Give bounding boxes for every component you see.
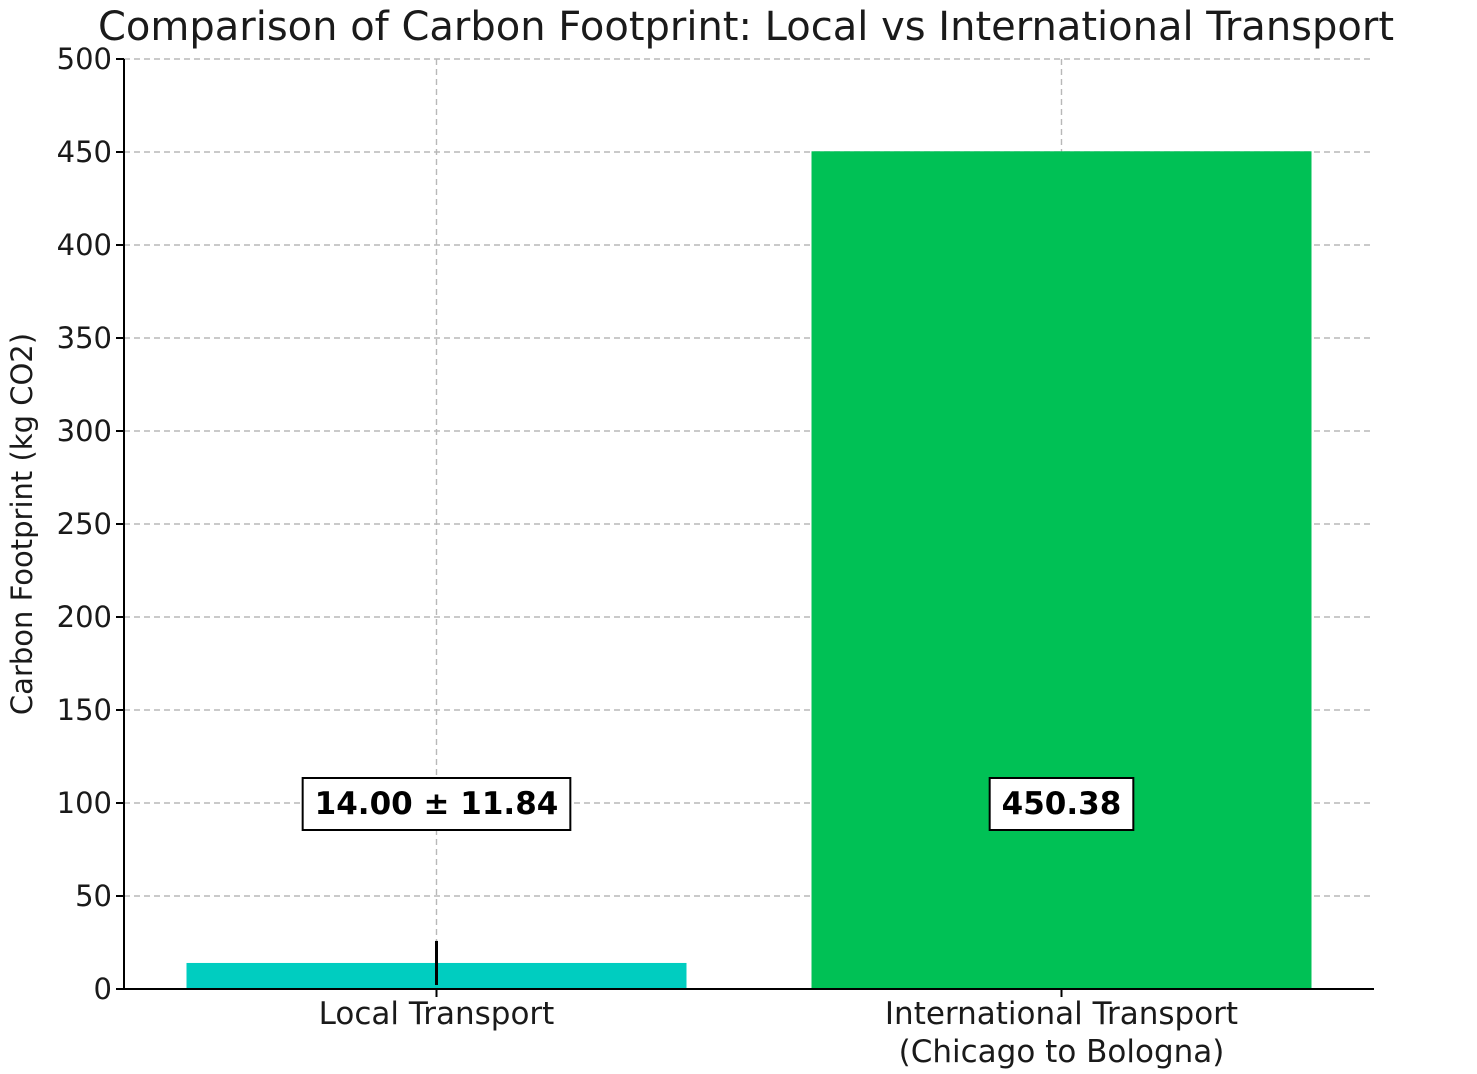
- y-axis-label: Carbon Footprint (kg CO2): [5, 333, 39, 715]
- x-tick-label: International Transport (Chicago to Bolog…: [885, 996, 1238, 1070]
- x-tick-label-line: International Transport: [885, 996, 1238, 1032]
- bar: [811, 151, 1312, 989]
- x-tick-label-line: Local Transport: [319, 996, 555, 1032]
- data-label: 14.00 ± 11.84: [301, 777, 572, 831]
- y-tick-label: 150: [57, 693, 112, 727]
- y-tick-label: 400: [57, 228, 112, 262]
- data-label-box: [988, 777, 1135, 831]
- y-tick-label: 0: [94, 972, 112, 1006]
- y-tick-label: 300: [57, 414, 112, 448]
- y-tick-label: 450: [57, 135, 112, 169]
- data-label-text: 14.00 ± 11.84: [315, 786, 559, 822]
- y-tick-label: 50: [75, 879, 112, 913]
- data-label-text: 450.38: [1002, 786, 1122, 822]
- y-tick-label: 350: [57, 321, 112, 355]
- y-tick-label: 250: [57, 507, 112, 541]
- y-tick-label: 200: [57, 600, 112, 634]
- data-label-box: [301, 777, 572, 831]
- x-tick-label: Local Transport: [319, 996, 555, 1032]
- chart-title: Comparison of Carbon Footprint: Local vs…: [98, 4, 1394, 50]
- y-tick-label: 500: [57, 42, 112, 76]
- y-tick-label: 100: [57, 786, 112, 820]
- x-tick-label-line: (Chicago to Bologna): [899, 1034, 1225, 1070]
- data-label: 450.38: [988, 777, 1135, 831]
